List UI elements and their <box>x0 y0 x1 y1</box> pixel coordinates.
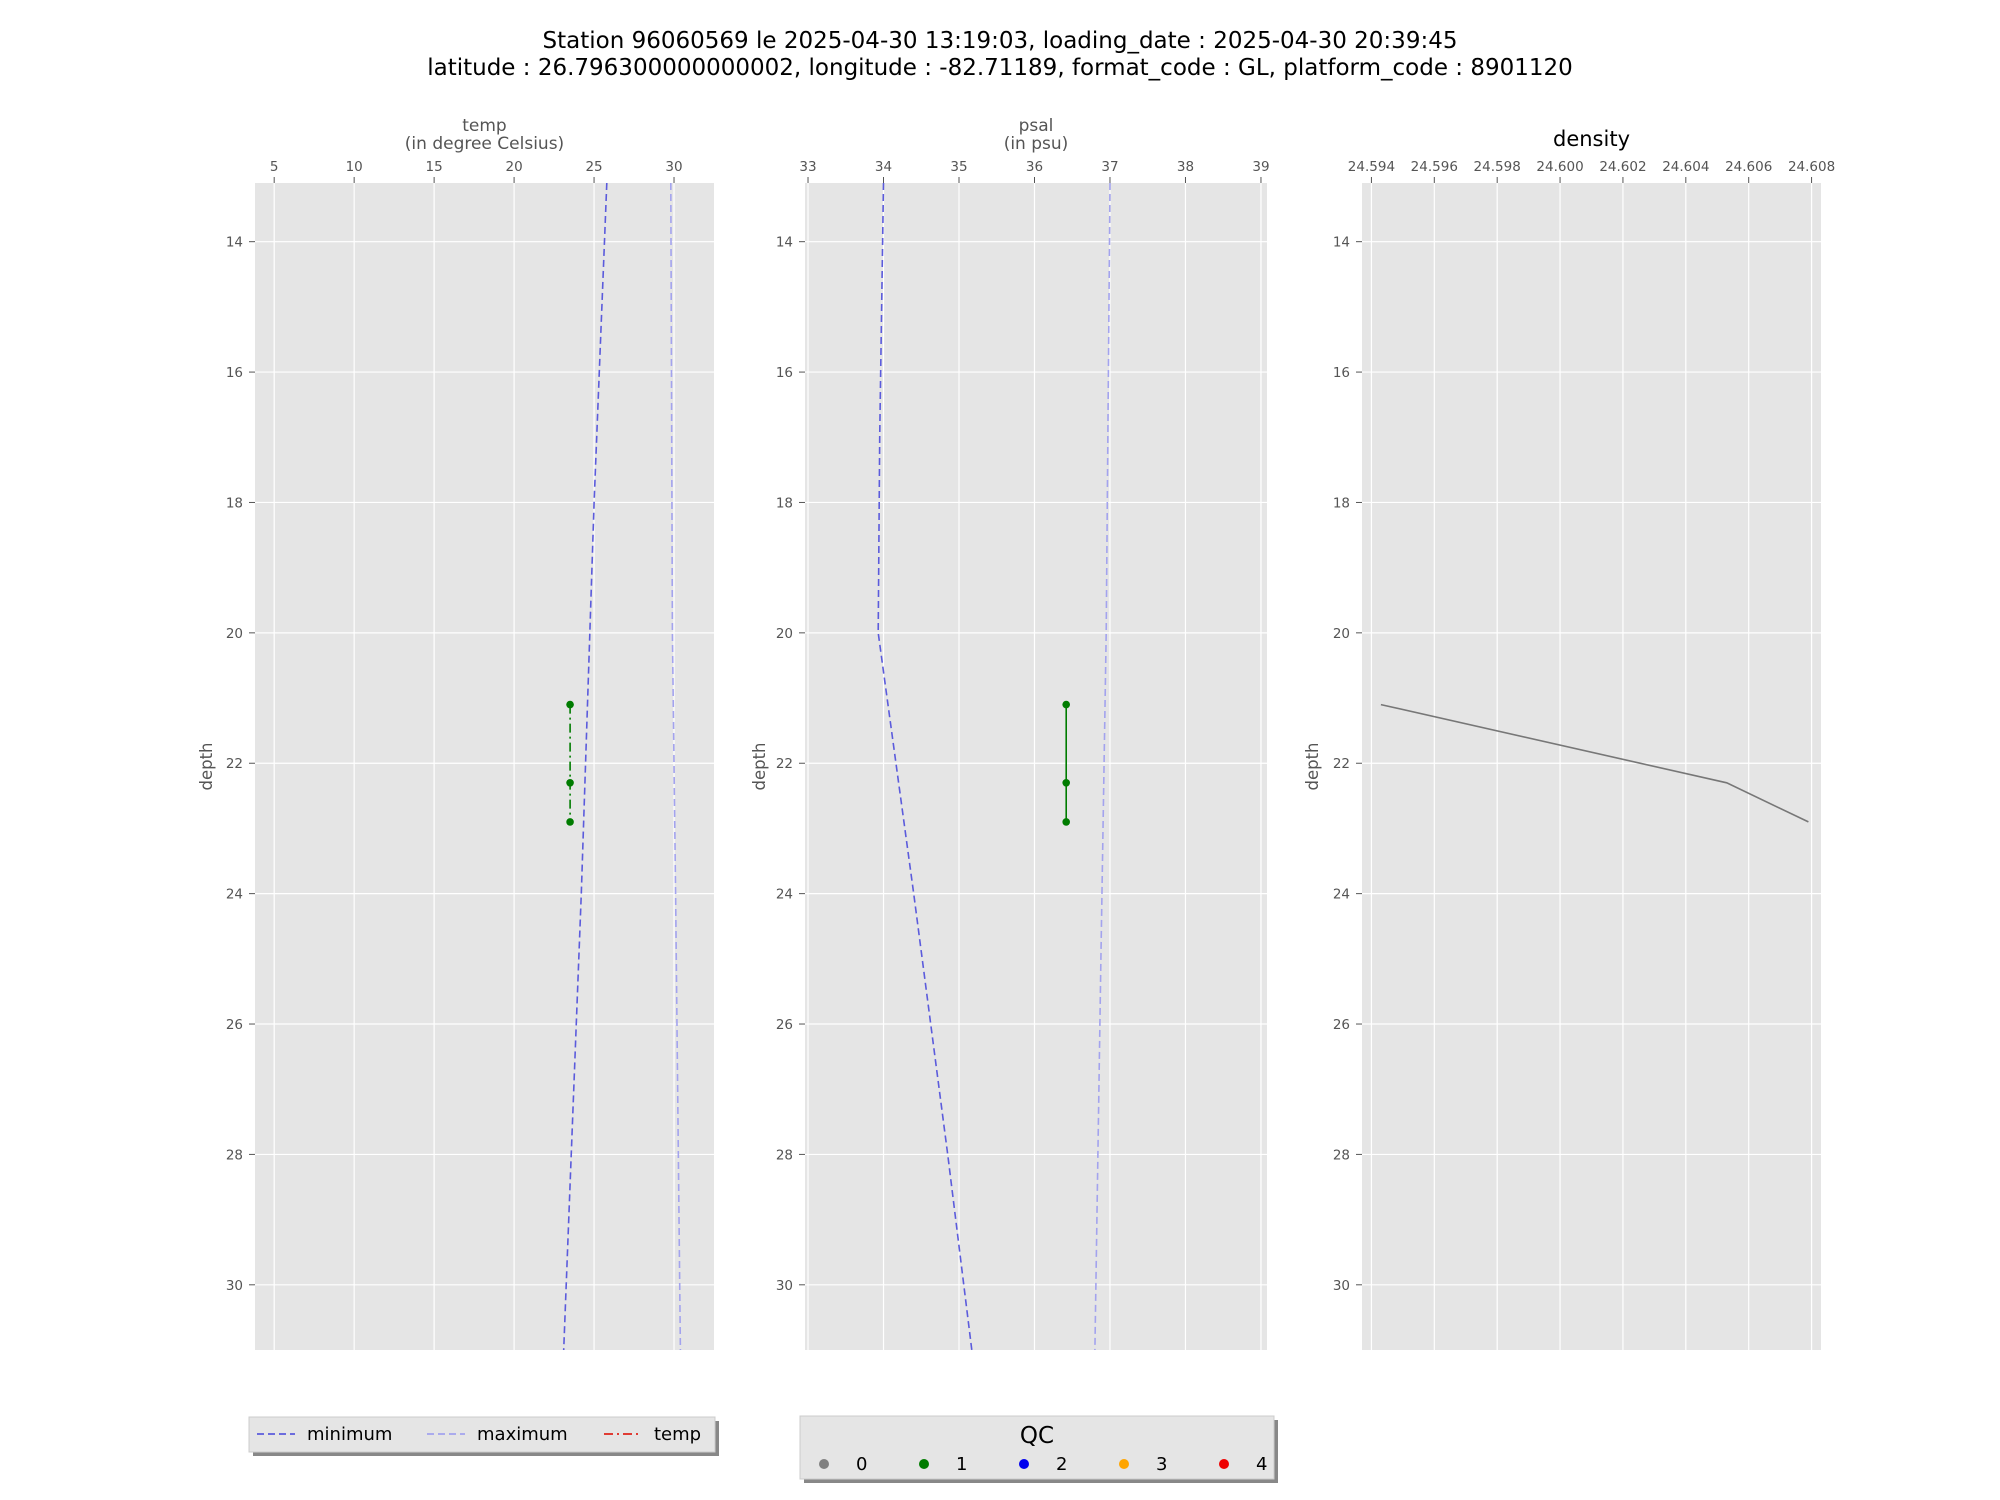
x-tick-label: 24.606 <box>1725 159 1772 175</box>
qc-label-0: 0 <box>856 1454 867 1475</box>
qc-legend-title: QC <box>1020 1423 1054 1449</box>
subplot-title: psal <box>1019 116 1054 136</box>
subplot-title: temp <box>462 116 506 136</box>
subplots: 5 10 15 20 25 30141618202224262830depthtemp(i… <box>197 116 1835 1351</box>
qc-label-4: 4 <box>1256 1454 1267 1475</box>
y-tick-label: 14 <box>1333 235 1350 251</box>
data-point <box>566 778 574 787</box>
x-tick-label: 38 <box>1177 159 1194 175</box>
y-tick-label: 18 <box>226 495 243 511</box>
y-axis-label: depth <box>197 742 216 790</box>
y-tick-label: 18 <box>1333 495 1350 511</box>
y-tick-label: 16 <box>226 365 243 381</box>
y-tick-label: 26 <box>226 1017 243 1033</box>
figure-title-line1: Station 96060569 le 2025-04-30 13:19:03,… <box>543 28 1458 54</box>
x-tick-label: 33 <box>799 159 816 175</box>
y-axis-label: depth <box>750 742 769 790</box>
subplot-2: 33 34 35 36 37 38 39 14 16 18 20 22 24 26 28 30 depth psa… <box>750 116 1270 1351</box>
data-point <box>1062 818 1070 826</box>
x-tick-label: 24.602 <box>1599 159 1646 175</box>
x-tick-label: 34 <box>875 159 892 175</box>
y-tick-label: 20 <box>776 626 793 642</box>
qc-label-3: 3 <box>1156 1454 1167 1475</box>
x-tick-label: 24.598 <box>1474 159 1521 175</box>
qc-legend: QC 0 1 2 3 4 <box>799 1415 1278 1483</box>
x-tick-label: 24.604 <box>1662 159 1709 175</box>
qc-swatch-4 <box>1219 1459 1229 1469</box>
x-tick-label: 24.594 <box>1348 159 1395 175</box>
data-point <box>566 700 574 709</box>
qc-swatch-0 <box>819 1459 829 1469</box>
y-tick-label: 18 <box>776 495 793 511</box>
plot-area <box>1362 183 1821 1350</box>
series-line-maximum <box>669 182 682 1351</box>
y-tick-label: 22 <box>776 756 793 772</box>
data-point <box>1062 778 1070 787</box>
legend-label-maximum: maximum <box>477 1424 568 1445</box>
qc-swatch-1 <box>919 1459 929 1469</box>
x-tick-label: 30 <box>665 159 682 175</box>
y-tick-label: 28 <box>226 1147 243 1163</box>
y-tick-label: 20 <box>1333 626 1350 642</box>
y-tick-label: 30 <box>776 1278 793 1294</box>
x-tick-label: 24.596 <box>1411 159 1458 175</box>
x-tick-label: 20 <box>505 159 522 175</box>
figure-title-line2: latitude : 26.796300000000002, longitude… <box>427 55 1573 81</box>
x-tick-label: 24.608 <box>1788 159 1835 175</box>
y-tick-label: 22 <box>226 756 243 772</box>
y-tick-label: 26 <box>776 1017 793 1033</box>
data-point <box>1062 700 1070 709</box>
subplot-title: (in degree Celsius) <box>405 134 564 154</box>
x-tick-label: 37 <box>1101 159 1118 175</box>
x-tick-label: 39 <box>1252 159 1269 175</box>
y-tick-label: 16 <box>1333 365 1350 381</box>
y-tick-label: 30 <box>1333 1278 1350 1294</box>
y-tick-label: 22 <box>1333 756 1350 772</box>
y-tick-label: 28 <box>776 1147 793 1163</box>
x-tick-label: 5 <box>270 159 279 175</box>
legend-label-temp: temp <box>654 1424 701 1445</box>
y-tick-label: 28 <box>1333 1147 1350 1163</box>
y-tick-label: 24 <box>1333 887 1350 903</box>
x-tick-label: 15 <box>426 159 443 175</box>
x-tick-label: 36 <box>1026 159 1043 175</box>
line-legend: minimum maximum temp <box>248 1416 719 1456</box>
y-tick-label: 16 <box>776 365 793 381</box>
subplot-1: 5 10 15 20 25 30 14 16 18 20 22 24 26 28 30 depth temp(i… <box>197 116 714 1351</box>
x-tick-label: 10 <box>346 159 363 175</box>
data-point <box>566 818 574 826</box>
y-tick-label: 20 <box>226 626 243 642</box>
plot-area <box>805 183 1267 1350</box>
x-tick-label: 35 <box>950 159 967 175</box>
legend-label-minimum: minimum <box>307 1424 392 1445</box>
y-tick-label: 14 <box>226 235 243 251</box>
y-axis-label: depth <box>1303 742 1322 790</box>
plot-area <box>255 183 714 1350</box>
series-line-minimum <box>877 182 973 1351</box>
series-line-density <box>1380 703 1809 823</box>
qc-label-1: 1 <box>956 1454 967 1475</box>
qc-label-2: 2 <box>1056 1454 1067 1475</box>
series-line-maximum <box>1094 182 1111 1351</box>
y-tick-label: 14 <box>776 235 793 251</box>
qc-swatch-3 <box>1119 1459 1129 1469</box>
subplot-3: 24.594 24.596 24.598 24.600 24.602 24.604 24.6… <box>1303 127 1835 1350</box>
y-tick-label: 24 <box>226 887 243 903</box>
y-tick-label: 24 <box>776 887 793 903</box>
x-tick-label: 24.600 <box>1536 159 1583 175</box>
y-tick-label: 26 <box>1333 1017 1350 1033</box>
legend-frame <box>799 1415 1275 1480</box>
qc-swatch-2 <box>1019 1459 1029 1469</box>
y-tick-label: 30 <box>226 1278 243 1294</box>
subplot-title: (in psu) <box>1004 134 1069 154</box>
x-tick-label: 25 <box>585 159 602 175</box>
series-line-minimum <box>562 182 608 1351</box>
subplot-title: density <box>1553 127 1630 151</box>
